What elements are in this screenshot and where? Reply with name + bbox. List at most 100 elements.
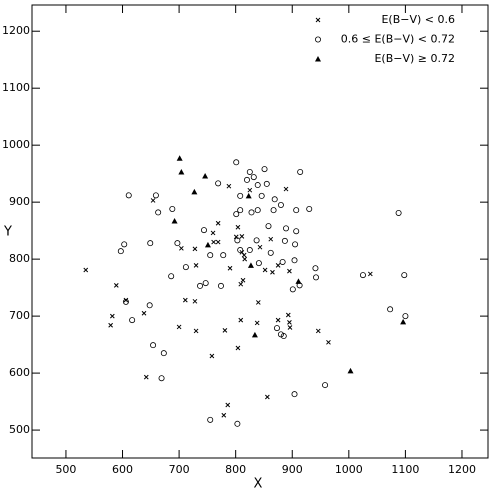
point [211,239,216,245]
point [293,207,300,214]
point [108,322,113,328]
legend-marker [315,17,321,23]
marker-stroke [179,245,184,251]
point [155,209,162,216]
marker-stroke [262,267,268,273]
marker-stroke [315,17,321,23]
marker-stroke [287,320,292,325]
point [171,217,178,224]
x-axis-label: X [254,477,263,492]
point [121,241,128,248]
marker-stroke [109,313,115,319]
point [251,331,258,338]
point [169,205,176,212]
point [313,274,320,281]
point [193,328,199,334]
point [255,260,262,267]
point [202,172,209,179]
marker-stroke [113,282,119,288]
point [160,350,167,357]
marker-stroke [211,239,216,245]
point [233,211,240,218]
point [293,228,300,235]
point [215,220,221,226]
y-axis-label: Y [3,225,12,240]
point [225,402,231,408]
y-tick-label: 600 [9,366,30,379]
legend-marker [314,36,321,43]
point [291,257,298,264]
legend-marker [315,56,321,62]
point [200,227,207,234]
legend-label: E(B−V) ≥ 0.72 [374,52,455,65]
point [217,282,224,289]
point [283,225,290,232]
point [245,192,252,199]
marker-stroke [287,268,292,274]
marker-stroke [247,187,253,193]
point [235,345,241,351]
point [222,328,228,333]
point [146,302,153,309]
x-tick-label: 1100 [391,463,419,476]
point [202,280,209,287]
x-tick-label: 500 [55,463,76,476]
point [254,320,260,326]
point [279,258,286,265]
marker-stroke [209,353,215,359]
marker-stroke [215,220,221,226]
point [242,256,248,262]
point [239,233,245,239]
point [241,252,247,258]
point [182,297,188,303]
point [237,192,244,199]
y-tick-label: 700 [9,309,30,322]
point [226,183,232,189]
point [283,186,289,192]
point [207,252,214,259]
point [387,306,394,313]
point [207,416,214,423]
point [123,297,129,303]
point [158,375,165,382]
point [287,320,292,325]
point [254,182,261,189]
x-tick-label: 700 [169,463,190,476]
x-tick-label: 900 [282,463,303,476]
point [258,192,265,199]
marker-stroke [239,233,245,239]
point [125,192,132,199]
point [220,252,227,259]
marker-stroke [226,183,232,189]
point [295,278,302,284]
legend-label: E(B−V) < 0.6 [381,13,455,26]
marker-stroke [182,297,188,303]
marker-stroke [235,224,241,230]
point [326,339,331,345]
point [270,207,277,214]
y-tick-label: 900 [9,195,30,208]
point [257,244,263,250]
point [281,237,288,244]
marker-stroke [193,328,199,334]
point [247,187,253,193]
x-tick-label: 800 [225,463,246,476]
y-tick-label: 500 [9,423,30,436]
x-tick-label: 600 [112,463,133,476]
point [143,374,149,380]
marker-stroke [367,271,373,277]
point [367,271,373,277]
point [174,240,181,247]
point [287,268,292,274]
point [237,247,244,254]
point [246,247,253,254]
marker-stroke [270,269,275,275]
point [197,282,204,289]
point [227,265,233,271]
point [267,249,274,256]
point [261,166,268,173]
marker-stroke [215,239,221,245]
point [401,272,408,279]
point [113,282,119,288]
point [221,412,227,418]
